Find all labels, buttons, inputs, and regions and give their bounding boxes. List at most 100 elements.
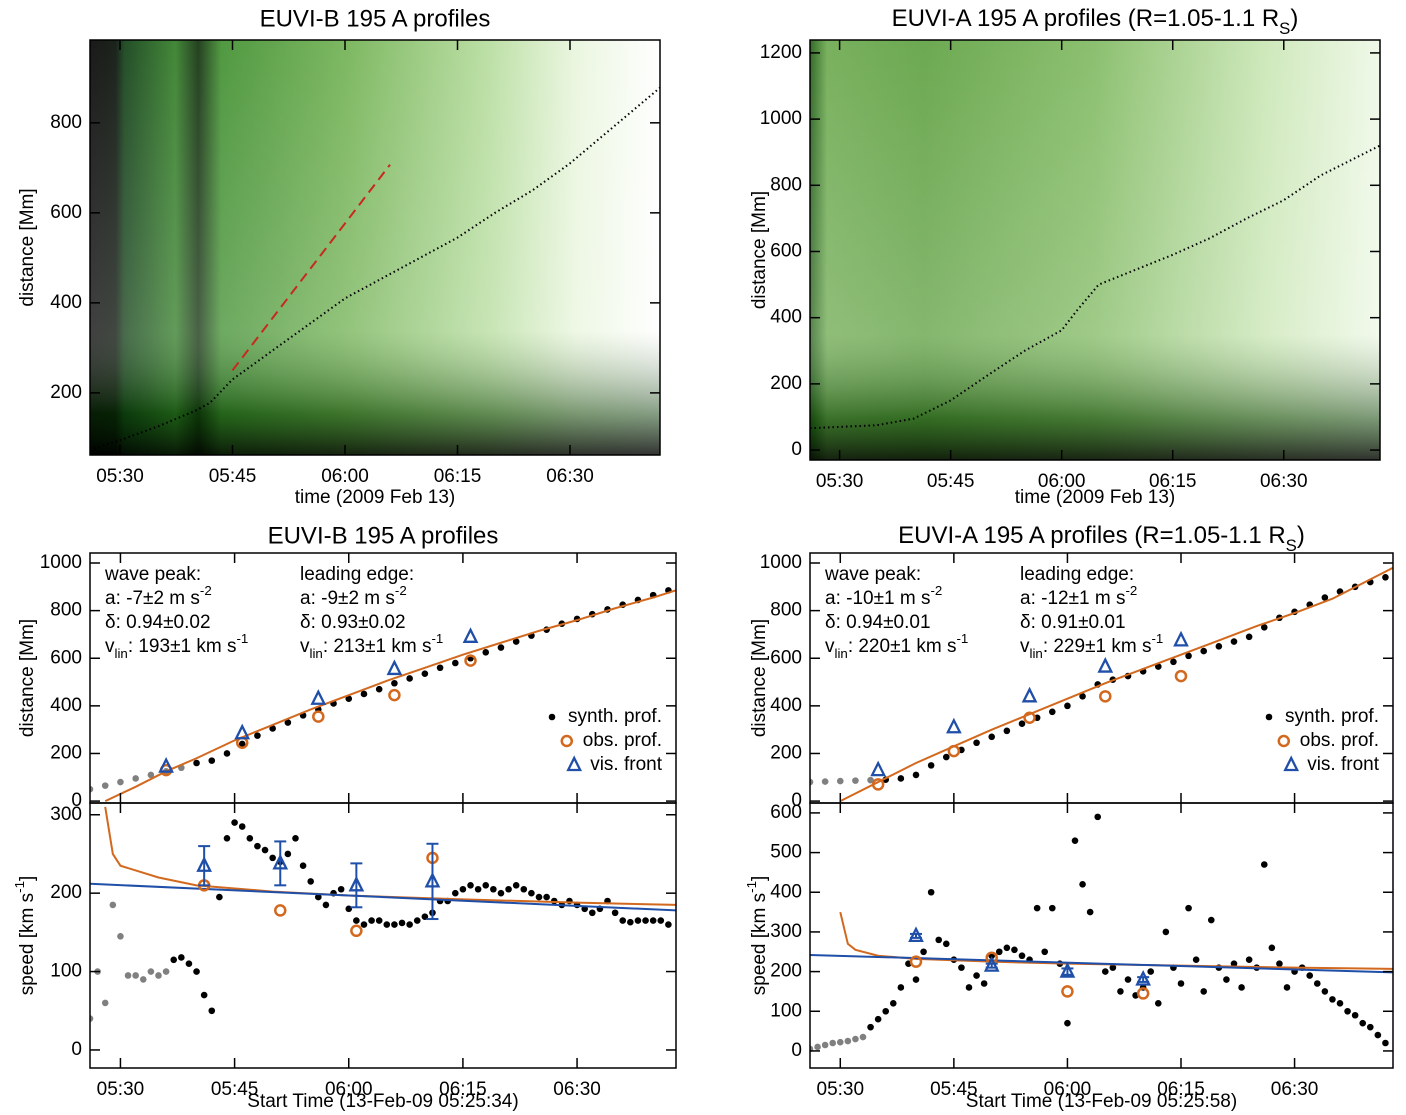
point: [942, 940, 950, 948]
point: [451, 659, 459, 667]
point: [254, 732, 261, 739]
point: [520, 885, 528, 893]
y-axis-label-superscript: -1: [12, 881, 27, 893]
point: [1268, 944, 1276, 952]
point: [413, 917, 421, 924]
point: [109, 901, 117, 909]
point: [995, 948, 1003, 956]
point: [1215, 643, 1223, 650]
point: [101, 999, 109, 1007]
y-tick-label: 100: [50, 961, 82, 982]
annotation-superscript: -1: [956, 631, 968, 646]
y-tick-label: 600: [50, 202, 82, 223]
x-tick-label: 06:15: [434, 466, 482, 487]
triangle-marker: [234, 723, 251, 740]
point: [1048, 904, 1056, 912]
triangle-marker: [983, 956, 1000, 972]
point: [897, 984, 905, 991]
point: [821, 1041, 829, 1049]
annotation-superscript: -1: [431, 631, 443, 646]
axes-frame: [89, 802, 677, 1069]
point: [1245, 633, 1253, 641]
chart-title: EUVI-A 195 A profiles (R=1.05-1.1 RS): [898, 522, 1305, 555]
y-tick-label: 600: [770, 647, 802, 668]
point: [1230, 638, 1238, 645]
point: [1185, 652, 1192, 660]
triangle-marker: [908, 926, 924, 943]
y-tick-label: 400: [770, 695, 802, 716]
point: [1230, 960, 1238, 967]
point: [1109, 964, 1117, 971]
legend-label: synth. prof.: [1285, 706, 1379, 727]
point: [1170, 658, 1177, 666]
point: [1003, 727, 1011, 735]
circle-marker: [274, 904, 287, 917]
point: [973, 972, 980, 979]
point: [1154, 1000, 1162, 1007]
point: [588, 909, 596, 917]
x-tick-label: 05:45: [211, 1079, 259, 1100]
point: [1276, 960, 1283, 967]
point: [1192, 956, 1200, 963]
chart-title: EUVI-A 195 A profiles (R=1.05-1.1 RS): [892, 5, 1299, 38]
point: [810, 778, 814, 786]
triangle-marker: [462, 627, 479, 643]
fit-line: [839, 566, 1393, 802]
x-tick-label: 06:15: [1157, 1079, 1205, 1100]
x-axis-label: time (2009 Feb 13): [1015, 487, 1176, 508]
x-tick-label: 06:30: [1260, 471, 1308, 492]
point: [867, 1023, 874, 1031]
x-tick-label: 05:30: [96, 466, 144, 487]
annotation: δ: 0.91±0.01: [1020, 612, 1126, 633]
point: [927, 888, 935, 896]
annotation-subscript: lin: [115, 646, 128, 661]
triangle-marker: [158, 756, 174, 773]
annotation-superscript: -2: [395, 583, 407, 598]
error-bar: [426, 842, 439, 921]
point: [1351, 1011, 1359, 1019]
point: [147, 771, 155, 779]
y-tick-label: 500: [770, 842, 802, 863]
annotation-subscript: lin: [310, 646, 323, 661]
triangle-marker: [348, 875, 365, 892]
point: [1124, 976, 1132, 983]
annotation: δ: 0.94±0.02: [105, 612, 211, 633]
point: [665, 921, 672, 928]
x-axis-label: Start Time (13-Feb-09 05:25:34): [247, 1091, 518, 1112]
circle-marker: [1099, 690, 1112, 703]
y-axis-label: speed [km s-1]: [12, 876, 38, 996]
circle-marker: [1136, 987, 1150, 1000]
point: [657, 917, 665, 924]
annotation: vlin: 213±1 km s-1: [300, 631, 443, 661]
y-tick-label: 0: [791, 1040, 802, 1061]
point: [980, 980, 988, 987]
x-tick-label: 05:30: [817, 1079, 865, 1100]
x-tick-label: 06:15: [1149, 471, 1197, 492]
annotation-part: v: [300, 636, 310, 657]
point: [882, 1007, 890, 1015]
point: [1018, 720, 1026, 728]
point: [512, 882, 520, 889]
y-tick-label: 0: [71, 1039, 82, 1060]
triangle-marker: [1135, 969, 1152, 986]
y-tick-label: 400: [770, 881, 802, 902]
point: [859, 1033, 867, 1041]
point: [398, 919, 406, 927]
point: [912, 976, 920, 983]
point: [1079, 881, 1086, 888]
point: [124, 972, 132, 979]
point: [132, 972, 139, 979]
point: [375, 685, 383, 693]
plot-area: [810, 566, 1393, 802]
y-tick-label: 400: [50, 695, 82, 716]
fit-line: [839, 911, 1393, 970]
point: [459, 885, 467, 893]
annotation-part: : 229±1 km s: [1043, 636, 1152, 657]
axes-frame: [89, 39, 661, 456]
point: [942, 753, 950, 761]
chart-title-part: ): [1290, 5, 1298, 32]
y-tick-label: 200: [770, 961, 802, 982]
point: [139, 976, 147, 983]
point: [1064, 1019, 1071, 1027]
